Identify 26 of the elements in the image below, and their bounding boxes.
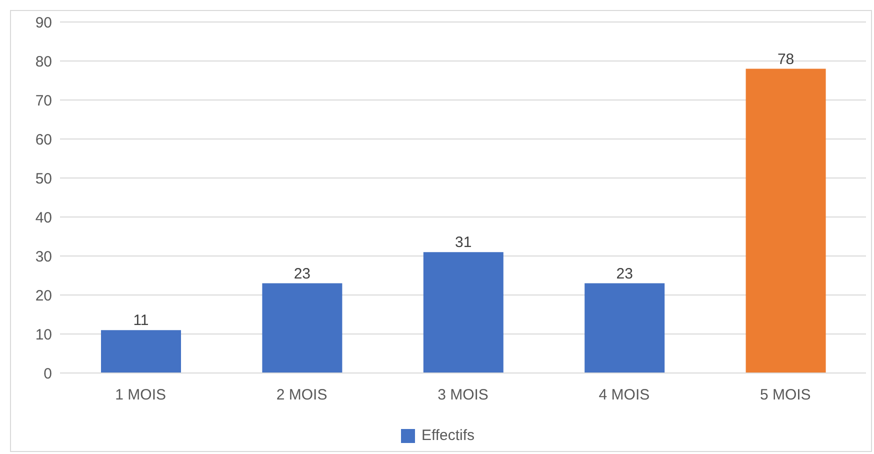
- x-tick-label: 2 MOIS: [276, 386, 328, 404]
- bar: [746, 68, 826, 373]
- bar: [423, 252, 504, 373]
- y-tick-label: 90: [35, 14, 52, 32]
- bar: [584, 283, 665, 373]
- data-label: 23: [294, 265, 311, 282]
- data-label: 23: [616, 265, 633, 282]
- data-label: 78: [777, 50, 794, 68]
- data-label: 11: [133, 312, 149, 330]
- y-tick-label: 50: [35, 170, 52, 188]
- x-tick-label: 5 MOIS: [760, 386, 811, 404]
- bar: [262, 283, 342, 373]
- y-tick-label: 10: [35, 326, 52, 344]
- y-tick-label: 60: [35, 131, 52, 148]
- legend-label: Effectifs: [421, 427, 475, 444]
- x-tick-label: 4 MOIS: [598, 386, 650, 404]
- data-label: 31: [455, 234, 472, 252]
- y-tick-label: 30: [35, 248, 52, 266]
- x-tick-label: 1 MOIS: [115, 386, 166, 404]
- y-tick-label: 40: [35, 209, 52, 226]
- y-tick-label: 0: [44, 365, 52, 382]
- y-tick-label: 70: [35, 92, 52, 110]
- bar: [101, 330, 181, 373]
- x-tick-label: 3 MOIS: [438, 386, 488, 404]
- y-tick-label: 80: [35, 53, 52, 70]
- y-tick-label: 20: [35, 287, 52, 304]
